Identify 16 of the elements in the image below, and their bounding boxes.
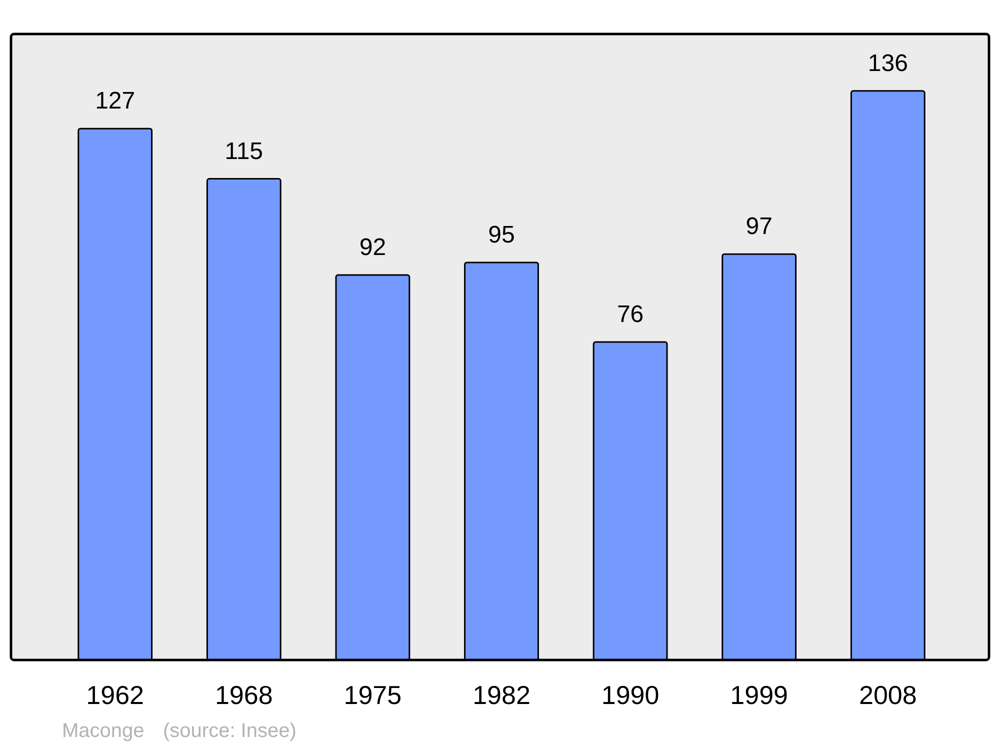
data-label: 136 <box>868 50 908 77</box>
data-label: 76 <box>616 300 644 328</box>
data-label: 97 <box>746 213 772 240</box>
data-label: 92 <box>359 234 386 262</box>
x-tick-label: 1968 <box>214 680 273 710</box>
x-tick-label: 2008 <box>858 680 917 710</box>
data-label: 127 <box>95 88 136 115</box>
x-tick-label: 1990 <box>601 680 660 710</box>
text: Maconge <box>62 720 144 742</box>
text: (source: Insee) <box>163 720 296 742</box>
data-label: 115 <box>224 138 264 165</box>
x-tick-label: 1982 <box>472 680 530 710</box>
x-tick-label: 1975 <box>344 680 402 710</box>
data-label: 95 <box>488 221 515 248</box>
x-tick-label: 1999 <box>730 680 788 710</box>
x-tick-label: 1962 <box>86 680 144 710</box>
